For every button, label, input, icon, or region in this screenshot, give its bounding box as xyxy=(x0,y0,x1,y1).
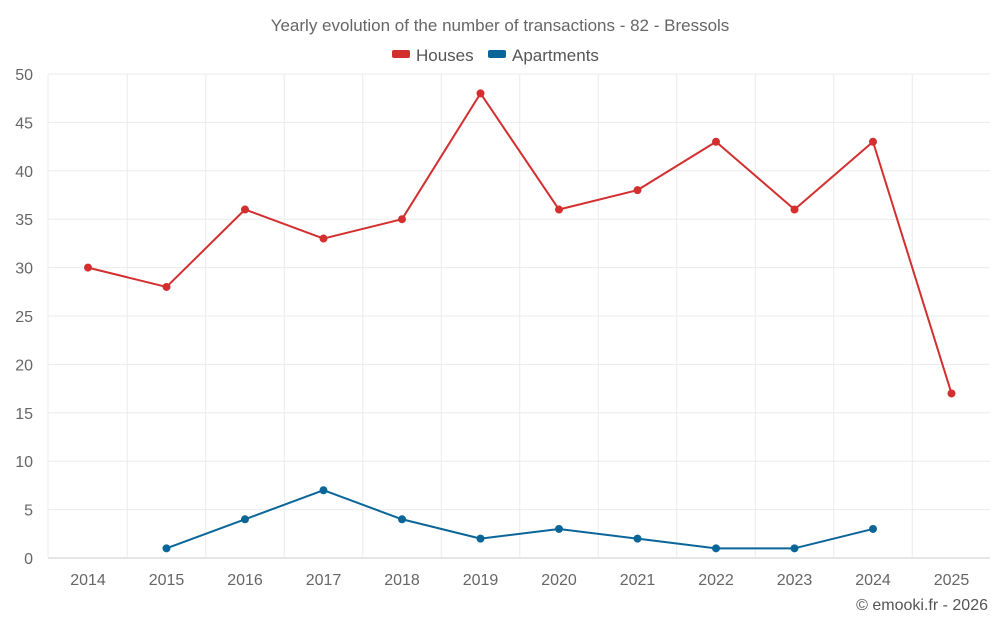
x-tick-label: 2023 xyxy=(777,572,813,589)
point-houses-2024[interactable] xyxy=(869,137,877,146)
x-tick-label: 2019 xyxy=(463,572,499,589)
x-axis-ticks: 2014 2015 2016 2017 2018 2019 2020 2021 2022 2023… xyxy=(70,572,969,589)
x-tick-label: 2015 xyxy=(149,572,185,589)
point-houses-2025[interactable] xyxy=(947,389,956,398)
x-tick-label: 2024 xyxy=(855,572,891,589)
y-tick-label: 25 xyxy=(15,309,33,326)
legend-item-houses[interactable]: Houses xyxy=(392,46,474,65)
point-apartments-2021[interactable] xyxy=(633,534,642,543)
point-apartments-2022[interactable] xyxy=(712,544,720,553)
y-tick-label: 15 xyxy=(15,406,33,423)
grid xyxy=(47,73,990,559)
x-tick-label: 2016 xyxy=(227,572,263,589)
point-apartments-2024[interactable] xyxy=(869,524,877,533)
y-tick-label: 20 xyxy=(15,357,33,374)
legend: Houses Apartments xyxy=(392,46,599,65)
point-apartments-2023[interactable] xyxy=(790,544,799,553)
legend-label-apartments: Apartments xyxy=(512,46,599,65)
y-tick-label: 40 xyxy=(15,164,33,181)
point-apartments-2017[interactable] xyxy=(319,486,328,495)
legend-swatch-apartments xyxy=(488,50,506,58)
chart-title: Yearly evolution of the number of transa… xyxy=(271,16,730,35)
point-houses-2023[interactable] xyxy=(790,205,799,214)
x-tick-label: 2017 xyxy=(306,572,342,589)
y-tick-label: 30 xyxy=(15,261,33,278)
y-tick-label: 45 xyxy=(15,115,33,132)
x-tick-label: 2022 xyxy=(698,572,734,589)
series-line-houses xyxy=(87,92,953,394)
point-houses-2015[interactable] xyxy=(162,282,171,291)
point-houses-2018[interactable] xyxy=(398,215,406,224)
y-tick-label: 10 xyxy=(15,454,33,471)
point-houses-2022[interactable] xyxy=(712,137,720,146)
legend-label-houses: Houses xyxy=(416,46,474,65)
legend-item-apartments[interactable]: Apartments xyxy=(488,46,599,65)
y-tick-label: 5 xyxy=(24,503,33,520)
point-apartments-2020[interactable] xyxy=(555,524,563,533)
point-apartments-2016[interactable] xyxy=(241,515,249,524)
x-tick-label: 2021 xyxy=(620,572,656,589)
point-houses-2021[interactable] xyxy=(633,186,642,195)
y-tick-label: 0 xyxy=(24,551,33,568)
x-tick-label: 2014 xyxy=(70,572,106,589)
y-axis-ticks: 0 5 10 15 20 25 30 35 40 45 50 xyxy=(15,67,33,568)
point-apartments-2015[interactable] xyxy=(162,544,171,553)
y-tick-label: 50 xyxy=(15,67,33,84)
point-houses-2019[interactable] xyxy=(476,89,485,98)
point-houses-2014[interactable] xyxy=(84,263,92,272)
x-tick-label: 2025 xyxy=(934,572,970,589)
x-tick-label: 2018 xyxy=(384,572,420,589)
legend-swatch-houses xyxy=(392,50,410,58)
point-apartments-2019[interactable] xyxy=(476,534,485,543)
series-layer xyxy=(84,89,956,553)
point-houses-2020[interactable] xyxy=(555,205,563,214)
credit-text: © emooki.fr - 2026 xyxy=(856,597,988,614)
series-line-apartments xyxy=(166,489,874,550)
point-houses-2016[interactable] xyxy=(241,205,249,214)
point-houses-2017[interactable] xyxy=(319,234,328,243)
x-tick-label: 2020 xyxy=(541,572,577,589)
point-apartments-2018[interactable] xyxy=(398,515,406,524)
y-tick-label: 35 xyxy=(15,212,33,229)
